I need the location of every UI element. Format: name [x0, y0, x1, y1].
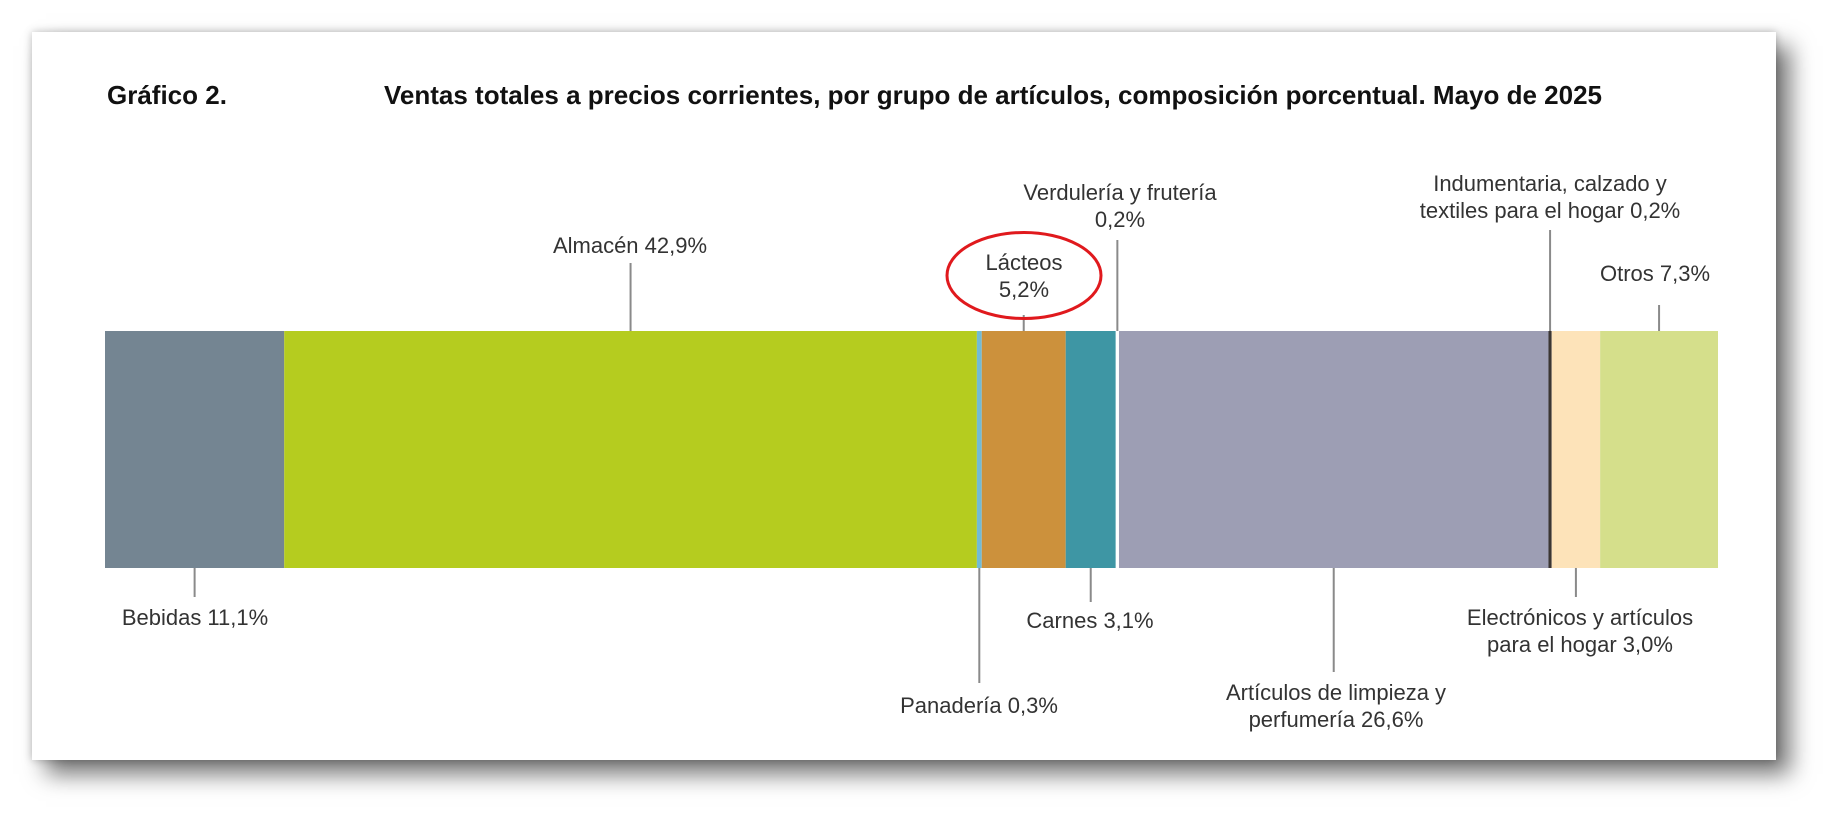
segment-label-verduleria-line-2: 0,2%	[1095, 207, 1145, 232]
bar-segment-limpieza	[1118, 331, 1549, 568]
segment-label-indumentaria-line-1: Indumentaria, calzado y	[1433, 171, 1667, 196]
bar-segment-carnes	[1065, 331, 1116, 568]
segment-label-lacteos-line-1: Lácteos	[985, 250, 1062, 275]
bar-segment-bebidas	[105, 331, 285, 568]
segment-label-carnes-line-1: Carnes 3,1%	[1026, 608, 1153, 633]
bar-segment-electronicos	[1551, 331, 1601, 568]
segment-label-verduleria-line-1: Verdulería y frutería	[1023, 180, 1217, 205]
chart-title: Ventas totales a precios corrientes, por…	[384, 80, 1602, 110]
segment-label-limpieza-line-2: perfumería 26,6%	[1249, 707, 1424, 732]
annotation-layer	[945, 231, 1103, 320]
segment-label-panaderia-line-1: Panadería 0,3%	[900, 693, 1058, 718]
segment-label-electronicos-line-1: Electrónicos y artículos	[1467, 605, 1693, 630]
highlight-circle	[945, 231, 1103, 320]
bar-segments	[105, 331, 1718, 568]
segment-label-bebidas-line-1: Bebidas 11,1%	[122, 605, 268, 630]
bar-segment-otros	[1600, 331, 1718, 568]
bar-segment-almacen	[284, 331, 977, 568]
segment-label-limpieza-line-1: Artículos de limpieza y	[1226, 680, 1446, 705]
segment-label-indumentaria-line-2: textiles para el hogar 0,2%	[1420, 198, 1681, 223]
segment-labels: Bebidas 11,1% Almacén 42,9% Panadería 0,3%…	[122, 171, 1710, 732]
segment-label-lacteos-line-2: 5,2%	[999, 277, 1049, 302]
bar-segment-panaderia	[976, 331, 982, 568]
bar-segment-indumentaria	[1548, 331, 1552, 568]
bar-segment-verduleria	[1115, 331, 1119, 568]
figure-label: Gráfico 2.	[107, 80, 227, 110]
leader-lines	[193, 230, 1661, 683]
segment-label-otros-line-1: Otros 7,3%	[1600, 261, 1710, 286]
segment-label-almacen-line-1: Almacén 42,9%	[553, 233, 707, 258]
bar-segment-lacteos	[981, 331, 1066, 568]
segment-label-electronicos-line-2: para el hogar 3,0%	[1487, 632, 1673, 657]
